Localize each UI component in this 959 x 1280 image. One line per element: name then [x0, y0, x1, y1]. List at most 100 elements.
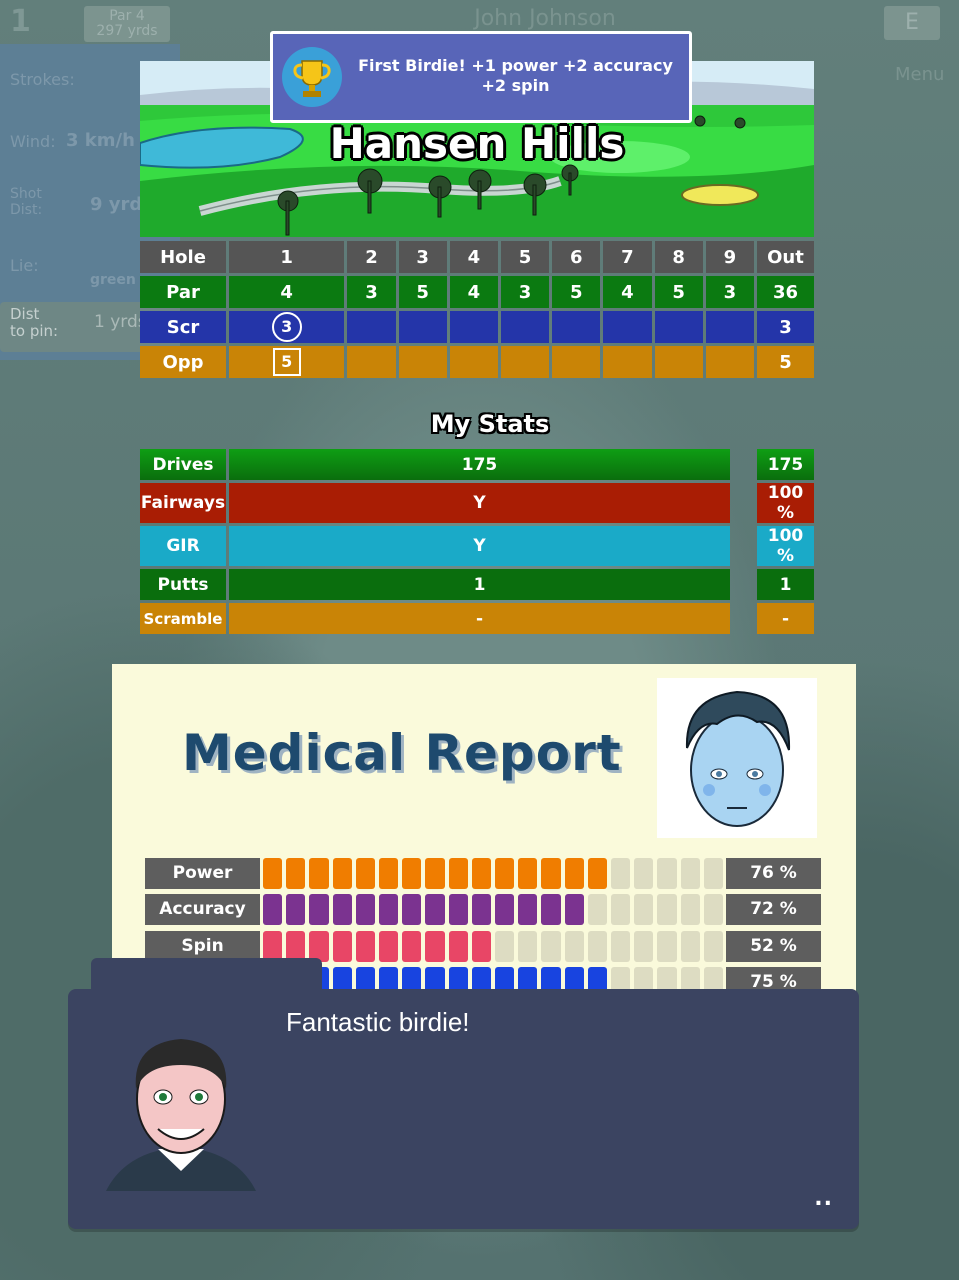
table-cell: Drives — [140, 449, 226, 480]
stat-bar-cell — [263, 894, 283, 925]
table-cell: Y — [229, 526, 730, 566]
stat-bar-cell — [332, 894, 352, 925]
stat-bar-cell — [332, 858, 352, 889]
scorecard-opponent-row: Opp 5 5 — [140, 346, 814, 378]
table-cell — [603, 346, 652, 378]
stat-bar-cell — [309, 858, 329, 889]
stat-bar-cell — [355, 931, 376, 962]
scorecard-score-row: Scr 3 3 — [140, 311, 814, 343]
menu-button[interactable]: Menu — [895, 64, 945, 85]
stat-bar-cell — [657, 894, 677, 925]
wind-value: 3 km/h — [66, 130, 135, 151]
stat-bar-cell — [518, 967, 538, 994]
stat-bar-cell — [379, 894, 399, 925]
stat-bar-cell — [448, 967, 468, 994]
table-cell: 5 — [654, 276, 703, 308]
stat-bar-cell — [587, 894, 608, 925]
hud-top-bar: 1 Par 4 297 yrds John Johnson E — [0, 0, 959, 44]
trophy-icon — [282, 47, 342, 107]
stat-bar-cell — [680, 858, 700, 889]
stat-bar-cell — [286, 894, 306, 925]
stat-bar-cell — [402, 931, 422, 962]
table-cell: Hole — [140, 241, 226, 273]
course-illustration: Hansen Hills — [140, 61, 814, 237]
continue-indicator[interactable]: .. — [814, 1186, 833, 1211]
stat-bar-label: Spin — [145, 931, 260, 962]
table-cell: 100 % — [757, 483, 814, 523]
lie-value: green — [90, 272, 136, 288]
scorecard-hole-row: Hole 1 2 3 4 5 6 7 8 9 Out — [140, 241, 814, 273]
lie-label: Lie: — [10, 256, 39, 275]
hole-par: Par 4 — [109, 8, 145, 24]
stat-bar-cell — [703, 967, 724, 994]
table-cell: Putts — [140, 569, 226, 600]
table-cell — [705, 346, 754, 378]
table-cell — [347, 311, 396, 343]
stats-drives-row: Drives 175 175 — [140, 449, 814, 480]
stat-bar-cell — [448, 931, 468, 962]
table-cell: 4 — [449, 241, 498, 273]
stat-bar-cell — [564, 894, 584, 925]
table-cell: 100 % — [757, 526, 814, 566]
stat-bar-cell — [379, 967, 399, 994]
table-cell: - — [757, 603, 814, 634]
stat-bar-cell — [587, 858, 608, 889]
stat-bar-cell — [402, 858, 422, 889]
stat-bar-cell — [471, 967, 492, 994]
stat-bar-cell — [332, 931, 352, 962]
table-cell: 4 — [229, 276, 345, 308]
stat-bar-cells — [263, 894, 724, 925]
table-cell: Par — [140, 276, 226, 308]
stat-bar-cell — [518, 931, 538, 962]
stats-fairways-row: Fairways Y 100 % — [140, 483, 814, 523]
table-cell — [552, 346, 601, 378]
stat-bar-label: Accuracy — [145, 894, 260, 925]
dialog-box[interactable]: Fantastic birdie! .. — [68, 989, 859, 1229]
table-cell: Y — [229, 483, 730, 523]
stat-bar-cell — [541, 894, 561, 925]
stat-bar-cell — [379, 858, 399, 889]
stat-bar-cell — [518, 894, 538, 925]
stat-bar-cell — [564, 967, 584, 994]
bogey-score-cell: 5 — [229, 346, 345, 378]
table-cell — [552, 311, 601, 343]
stat-bar-cell — [495, 858, 515, 889]
stat-bar-cell — [471, 858, 492, 889]
stat-bar-percent: 72 % — [726, 894, 821, 925]
table-cell: 3 — [398, 241, 447, 273]
medical-report-panel: Medical Report Power 76 % Accuracy 72 % Spin… — [112, 664, 856, 994]
stat-bar-cell — [309, 894, 329, 925]
player-portrait — [657, 678, 817, 838]
stat-bar-cell — [680, 967, 700, 994]
stat-bar-cell — [448, 894, 468, 925]
table-cell — [654, 346, 703, 378]
table-cell: 3 — [347, 276, 396, 308]
hole-number: 1 — [10, 4, 31, 39]
stat-bar-cell — [634, 931, 654, 962]
stat-bar-label: Power — [145, 858, 260, 889]
strokes-label: Strokes: — [10, 70, 75, 89]
stat-bar-cell — [541, 967, 561, 994]
shot-dist-label: Shot Dist: — [10, 186, 43, 218]
stat-bar-cell — [402, 967, 422, 994]
stat-bar-cell — [425, 894, 445, 925]
table-cell — [347, 346, 396, 378]
table-cell: Scramble — [140, 603, 226, 634]
stat-bar-cell — [425, 967, 445, 994]
table-cell — [654, 311, 703, 343]
stat-bar-cell — [379, 931, 399, 962]
stat-bar-cells — [263, 858, 724, 889]
table-cell: 175 — [229, 449, 730, 480]
stat-bar-cell — [541, 858, 561, 889]
table-cell: 5 — [552, 276, 601, 308]
table-cell: 5 — [398, 276, 447, 308]
table-cell: 3 — [757, 311, 814, 343]
stat-bar-cell — [309, 931, 329, 962]
stat-bar-cell — [263, 858, 283, 889]
stats-putts-row: Putts 1 1 — [140, 569, 814, 600]
dialog-text: Fantastic birdie! — [286, 1007, 470, 1037]
stat-bar-cell — [495, 931, 515, 962]
table-cell: 2 — [347, 241, 396, 273]
stat-bar-cell — [611, 858, 631, 889]
stats-table: Drives 175 175 Fairways Y 100 % GIR Y — [137, 446, 817, 637]
